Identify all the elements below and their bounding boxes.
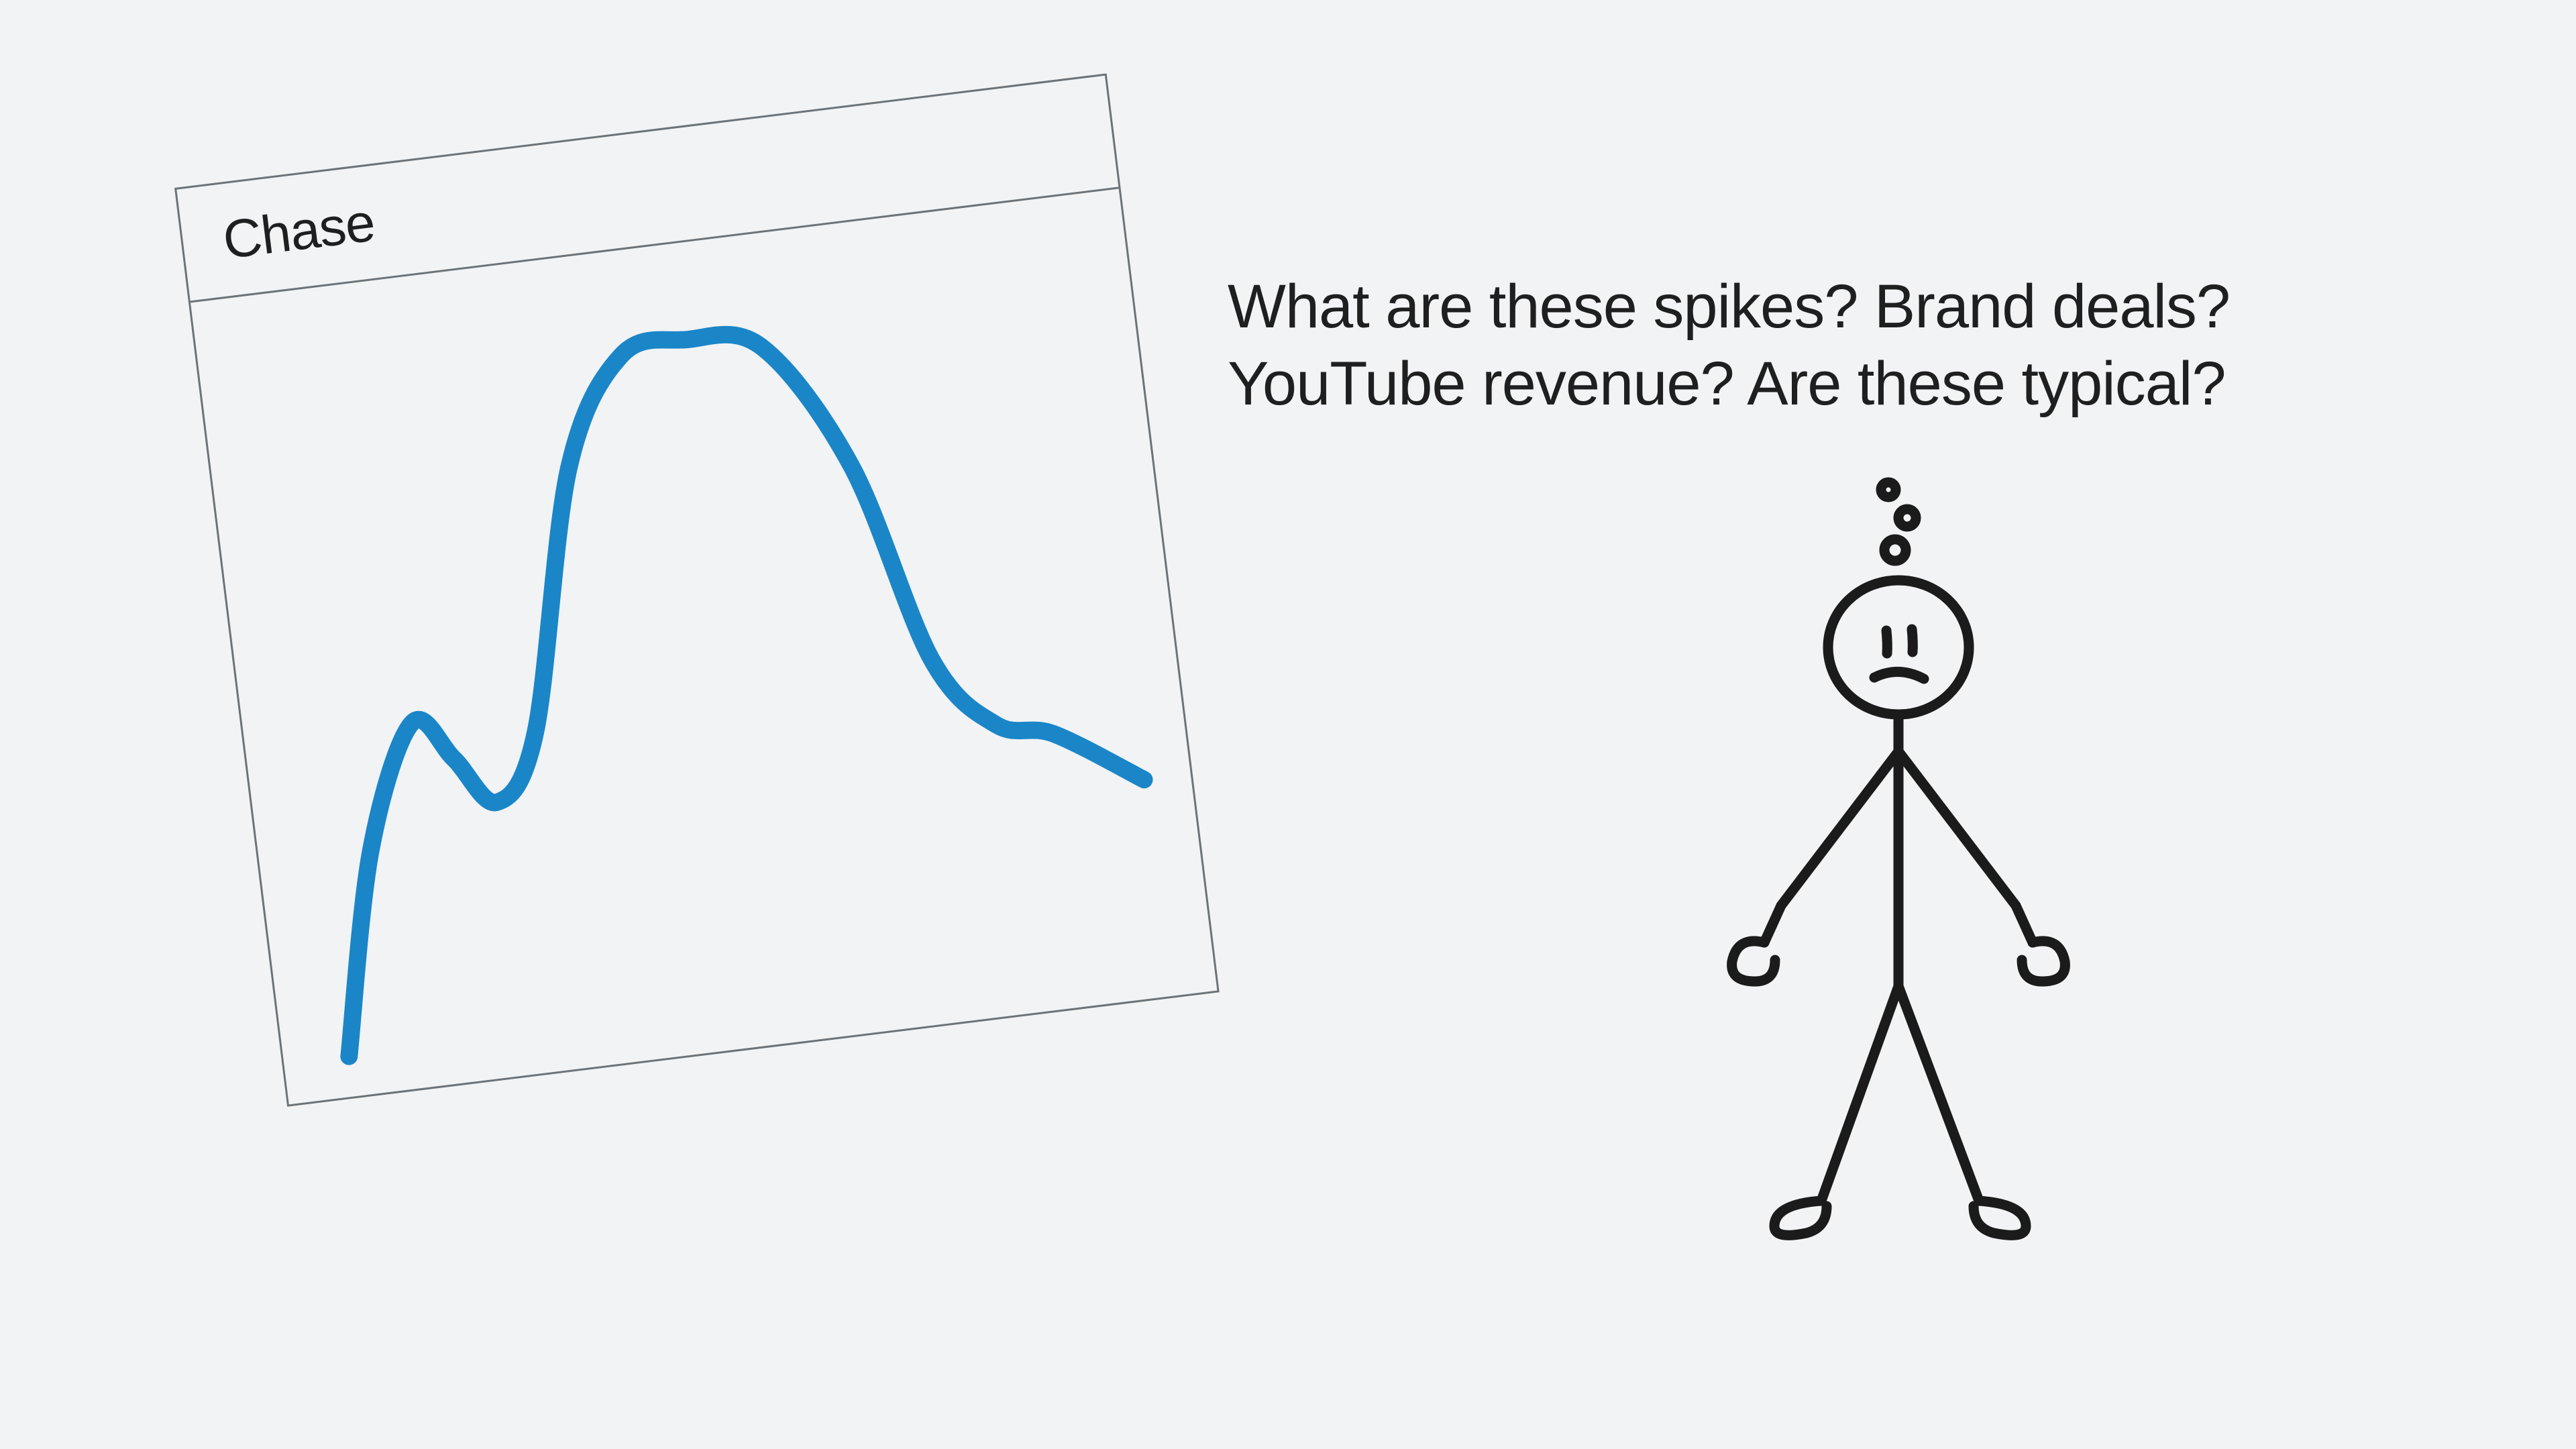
chart-window: Chase [174,73,1220,1106]
question-line1: What are these spikes? Brand deals? [1228,272,2230,341]
question-line2: YouTube revenue? Are these typical? [1228,350,2226,418]
stage: Chase What are these spikes? Brand deals… [0,0,2576,1449]
chart-line-icon [191,189,1217,1104]
chart-title: Chase [219,191,378,271]
stick-figure-icon [1664,470,2133,1261]
chart-frame: Chase [174,73,1220,1106]
question-text: What are these spikes? Brand deals? YouT… [1228,268,2230,423]
stick-figure-svg [1664,470,2133,1261]
chart-body [191,189,1217,1104]
